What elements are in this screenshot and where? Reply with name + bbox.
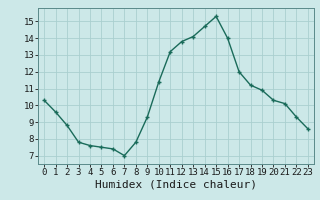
X-axis label: Humidex (Indice chaleur): Humidex (Indice chaleur): [95, 180, 257, 190]
